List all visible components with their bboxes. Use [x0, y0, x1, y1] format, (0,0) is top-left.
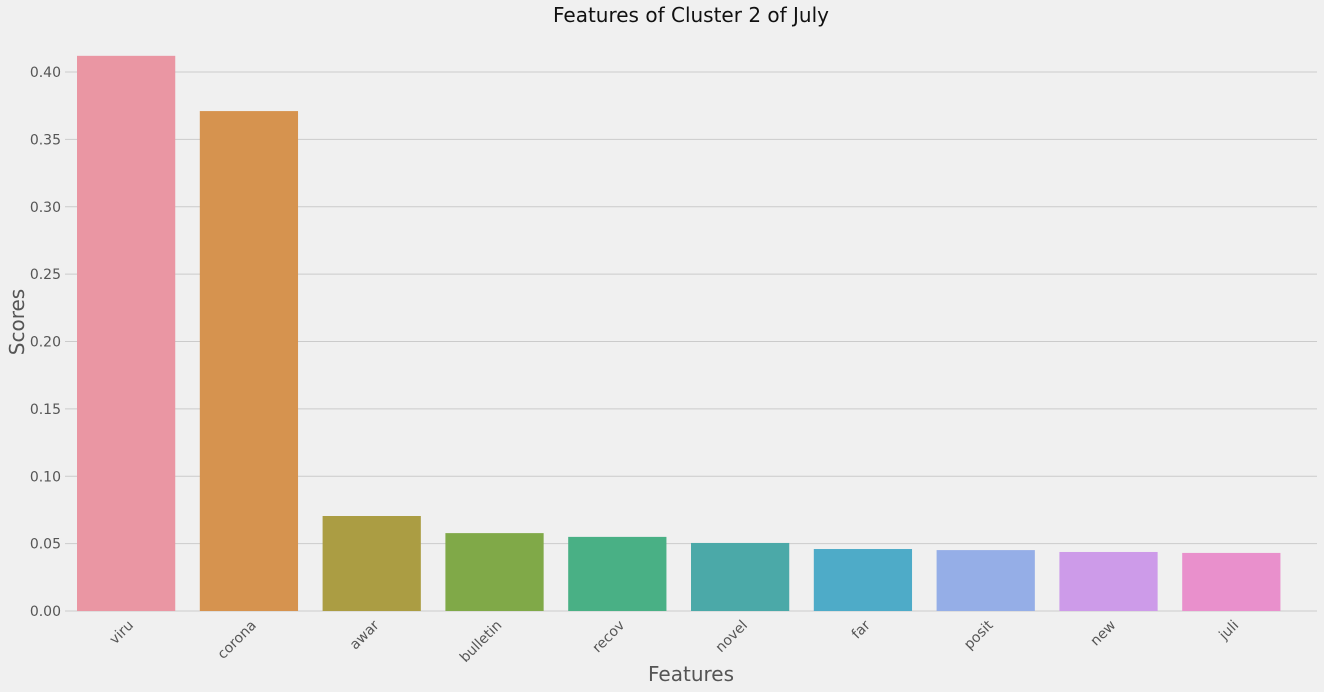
- bars: [77, 55, 1281, 611]
- bar-awar: [322, 516, 421, 611]
- y-tick-label: 0.00: [30, 604, 61, 620]
- bar-far: [813, 549, 913, 611]
- bar-recov: [568, 536, 667, 611]
- y-tick-label: 0.10: [30, 469, 61, 485]
- bar-bulletin: [445, 533, 544, 611]
- y-tick-labels: 0.00 0.05 0.10 0.15 0.20 0.25 0.30 0.35 0.40: [30, 65, 61, 620]
- bar-corona: [199, 111, 299, 611]
- bar-viru: [77, 55, 176, 611]
- y-tick-label: 0.15: [30, 402, 61, 418]
- chart-title: Features of Cluster 2 of July: [553, 3, 829, 27]
- y-axis-title: Scores: [5, 289, 29, 355]
- x-axis-title: Features: [648, 662, 734, 686]
- y-tick-label: 0.20: [30, 335, 61, 351]
- bar-new: [1059, 551, 1158, 611]
- y-tick-label: 0.35: [30, 132, 61, 148]
- bar-posit: [936, 550, 1035, 611]
- bar-juli: [1182, 552, 1281, 611]
- y-tick-label: 0.30: [30, 200, 61, 216]
- y-tick-label: 0.25: [30, 267, 61, 283]
- bar-novel: [691, 542, 790, 611]
- y-tick-label: 0.05: [30, 537, 61, 553]
- y-tick-label: 0.40: [30, 65, 61, 81]
